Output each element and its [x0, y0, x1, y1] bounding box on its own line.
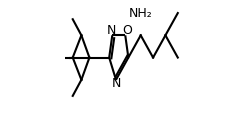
Text: O: O [122, 24, 132, 37]
Text: NH₂: NH₂ [128, 6, 152, 20]
Text: N: N [106, 24, 115, 37]
Text: N: N [111, 77, 121, 90]
